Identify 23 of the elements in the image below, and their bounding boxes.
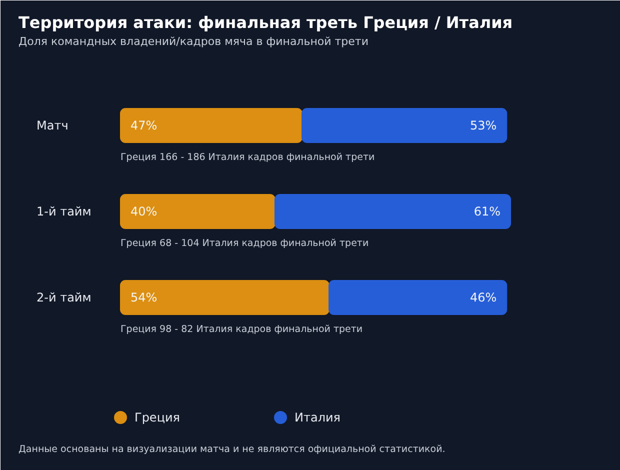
y-tick-label: Матч xyxy=(36,118,68,132)
chart-title: Территория атаки: финальная треть Греция / Италия xyxy=(18,13,513,32)
legend-label: Италия xyxy=(294,410,341,424)
annotation: Греция 98 - 82 Италия кадров финальной трети xyxy=(120,324,363,335)
bar xyxy=(274,194,511,229)
data-label: 40% xyxy=(130,204,158,218)
data-label: 61% xyxy=(474,204,500,218)
bar xyxy=(120,108,302,143)
y-tick-label: 2-й тайм xyxy=(36,290,92,304)
annotation: Греция 68 - 104 Италия кадров финальной трети xyxy=(120,238,369,249)
y-tick-label: 1-й тайм xyxy=(36,204,92,218)
data-label: 53% xyxy=(470,118,497,132)
data-label: 46% xyxy=(470,290,497,304)
annotation: Греция 166 - 186 Италия кадров финальной трети xyxy=(120,152,375,163)
data-label: 47% xyxy=(130,118,158,132)
bar xyxy=(120,194,276,229)
bar xyxy=(120,280,330,315)
data-label: 54% xyxy=(130,290,158,304)
bar xyxy=(328,280,508,315)
legend-label: Греция xyxy=(134,410,180,424)
chart-subtitle: Доля командных владений/кадров мяча в финальной трети xyxy=(18,35,368,48)
text: Данные основаны на визуализации матча и не являются официальной статистикой. xyxy=(18,444,446,455)
bar xyxy=(301,108,508,143)
